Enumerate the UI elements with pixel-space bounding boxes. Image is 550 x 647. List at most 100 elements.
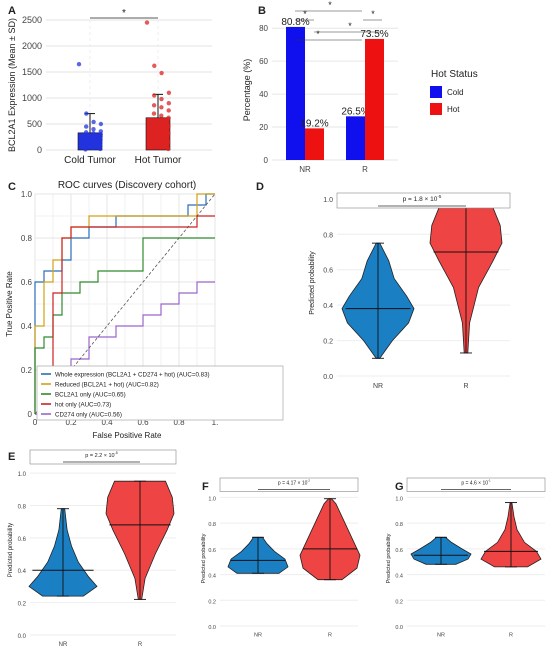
pvalue-label: p = 4.17 × 10-2 bbox=[278, 479, 310, 487]
legend-box bbox=[36, 365, 284, 421]
y-tick-label: 2500 bbox=[22, 15, 42, 25]
data-point bbox=[159, 105, 164, 110]
legend-label: Cold bbox=[447, 88, 463, 97]
panel-label-a: A bbox=[8, 5, 16, 17]
bar-cold bbox=[286, 26, 305, 160]
y-tick-label: 0.4 bbox=[323, 303, 333, 310]
data-point bbox=[98, 137, 103, 142]
data-point bbox=[83, 138, 89, 143]
data-point bbox=[84, 111, 89, 116]
data-point bbox=[152, 93, 157, 98]
pvalue-exponent: -2 bbox=[307, 479, 310, 483]
legend-label: Reduced (BCL2A1 + hot) (AUC=0.82) bbox=[55, 382, 159, 389]
data-label: 80.8% bbox=[281, 17, 309, 28]
data-point bbox=[144, 20, 150, 25]
x-tick-label: NR bbox=[59, 642, 68, 647]
data-point bbox=[90, 142, 96, 147]
data-point bbox=[91, 119, 96, 125]
data-point bbox=[166, 90, 172, 96]
y-tick-label: 40 bbox=[259, 90, 268, 99]
data-point bbox=[98, 134, 103, 139]
data-point bbox=[166, 146, 171, 152]
x-tick-label: 0 bbox=[33, 418, 38, 427]
data-point bbox=[166, 101, 171, 106]
pvalue-exponent: -5 bbox=[115, 451, 118, 455]
x-tick-label: 0.4 bbox=[101, 418, 113, 427]
x-tick-label: 0.2 bbox=[65, 418, 77, 427]
y-tick-label: 1.0 bbox=[18, 472, 27, 478]
y-axis-label: Predicted probability bbox=[309, 251, 316, 315]
data-point bbox=[166, 139, 171, 144]
panel-label-c: C bbox=[8, 181, 16, 193]
data-point bbox=[159, 121, 164, 127]
data-point bbox=[91, 127, 96, 132]
y-axis-label: True Positive Rate bbox=[5, 271, 14, 337]
legend-swatch bbox=[430, 103, 442, 115]
y-tick-label: 0.2 bbox=[395, 599, 403, 605]
y-tick-label: 80 bbox=[259, 24, 268, 33]
x-tick-label: 0.6 bbox=[137, 418, 149, 427]
data-point bbox=[151, 134, 156, 139]
legend-label: Whole expression (BCL2A1 + CD274 + hot) … bbox=[55, 372, 210, 379]
data-point bbox=[166, 123, 171, 129]
pvalue-label: p = 2.2 × 10-5 bbox=[85, 451, 118, 459]
y-tick-label: 0 bbox=[264, 156, 269, 165]
data-point bbox=[151, 118, 157, 124]
legend-swatch bbox=[430, 86, 442, 98]
pvalue-box bbox=[336, 192, 511, 209]
y-tick-label: 1500 bbox=[22, 67, 42, 77]
data-point bbox=[98, 143, 103, 149]
panel-label-f: F bbox=[202, 481, 209, 493]
bar bbox=[77, 132, 103, 151]
x-tick-label: R bbox=[463, 383, 468, 390]
data-point bbox=[84, 124, 89, 129]
data-point bbox=[166, 131, 171, 136]
y-tick-label: 1.0 bbox=[395, 496, 403, 502]
bar-hot bbox=[365, 38, 384, 160]
y-tick-label: 60 bbox=[259, 57, 268, 66]
x-axis-label: False Positive Rate bbox=[93, 431, 162, 440]
panel-label-d: D bbox=[256, 181, 264, 193]
significance-mark: * bbox=[371, 9, 375, 19]
x-tick-label: R bbox=[328, 633, 332, 639]
data-point bbox=[158, 136, 164, 141]
data-label: 73.5% bbox=[360, 29, 388, 40]
y-tick-label: 0.2 bbox=[208, 599, 216, 605]
y-tick-label: 0.8 bbox=[208, 522, 216, 528]
y-tick-label: 0.0 bbox=[395, 625, 403, 631]
y-axis-label: Predicted probability bbox=[8, 523, 14, 577]
data-point bbox=[91, 136, 96, 141]
pvalue-box bbox=[219, 477, 359, 492]
x-tick-label: 0.8 bbox=[173, 418, 185, 427]
y-tick-label: 0.6 bbox=[395, 548, 403, 554]
y-tick-label: 0.8 bbox=[18, 504, 27, 510]
pvalue-box bbox=[406, 477, 546, 492]
y-tick-label: 0.8 bbox=[395, 522, 403, 528]
y-tick-label: 0.8 bbox=[21, 234, 33, 243]
y-tick-label: 0.2 bbox=[21, 366, 33, 375]
data-point bbox=[83, 141, 88, 146]
y-tick-label: 0.4 bbox=[395, 574, 403, 580]
x-tick-label: Cold Tumor bbox=[64, 155, 116, 166]
legend-label: hot only (AUC=0.73) bbox=[55, 402, 111, 409]
y-tick-label: 0.0 bbox=[208, 625, 216, 631]
panel-label-e: E bbox=[8, 451, 15, 463]
y-tick-label: 0.4 bbox=[21, 322, 33, 331]
data-point bbox=[76, 61, 82, 67]
significance-mark: * bbox=[316, 29, 320, 39]
roc-curve bbox=[34, 193, 215, 414]
y-axis-label: Predicted probability bbox=[386, 533, 392, 583]
chart-title: ROC curves (Discovery cohort) bbox=[58, 180, 196, 191]
y-axis-label: Percentage (%) bbox=[242, 59, 252, 122]
data-point bbox=[159, 96, 164, 102]
pvalue-box bbox=[29, 449, 177, 465]
data-point bbox=[151, 142, 156, 147]
data-point bbox=[159, 113, 164, 118]
significance-mark: * bbox=[122, 8, 126, 19]
data-point bbox=[83, 147, 88, 152]
data-point bbox=[98, 146, 103, 152]
data-point bbox=[151, 111, 157, 116]
y-tick-label: 0.4 bbox=[208, 574, 216, 580]
y-tick-label: 0.2 bbox=[323, 339, 333, 346]
